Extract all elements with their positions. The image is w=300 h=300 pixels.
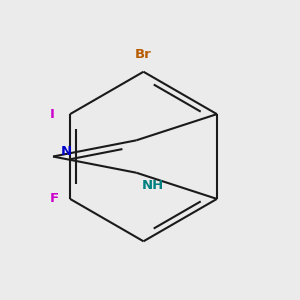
Text: Br: Br xyxy=(135,48,152,61)
Text: N: N xyxy=(61,145,72,158)
Text: F: F xyxy=(50,192,59,206)
Text: I: I xyxy=(50,108,54,121)
Text: NH: NH xyxy=(142,179,164,192)
